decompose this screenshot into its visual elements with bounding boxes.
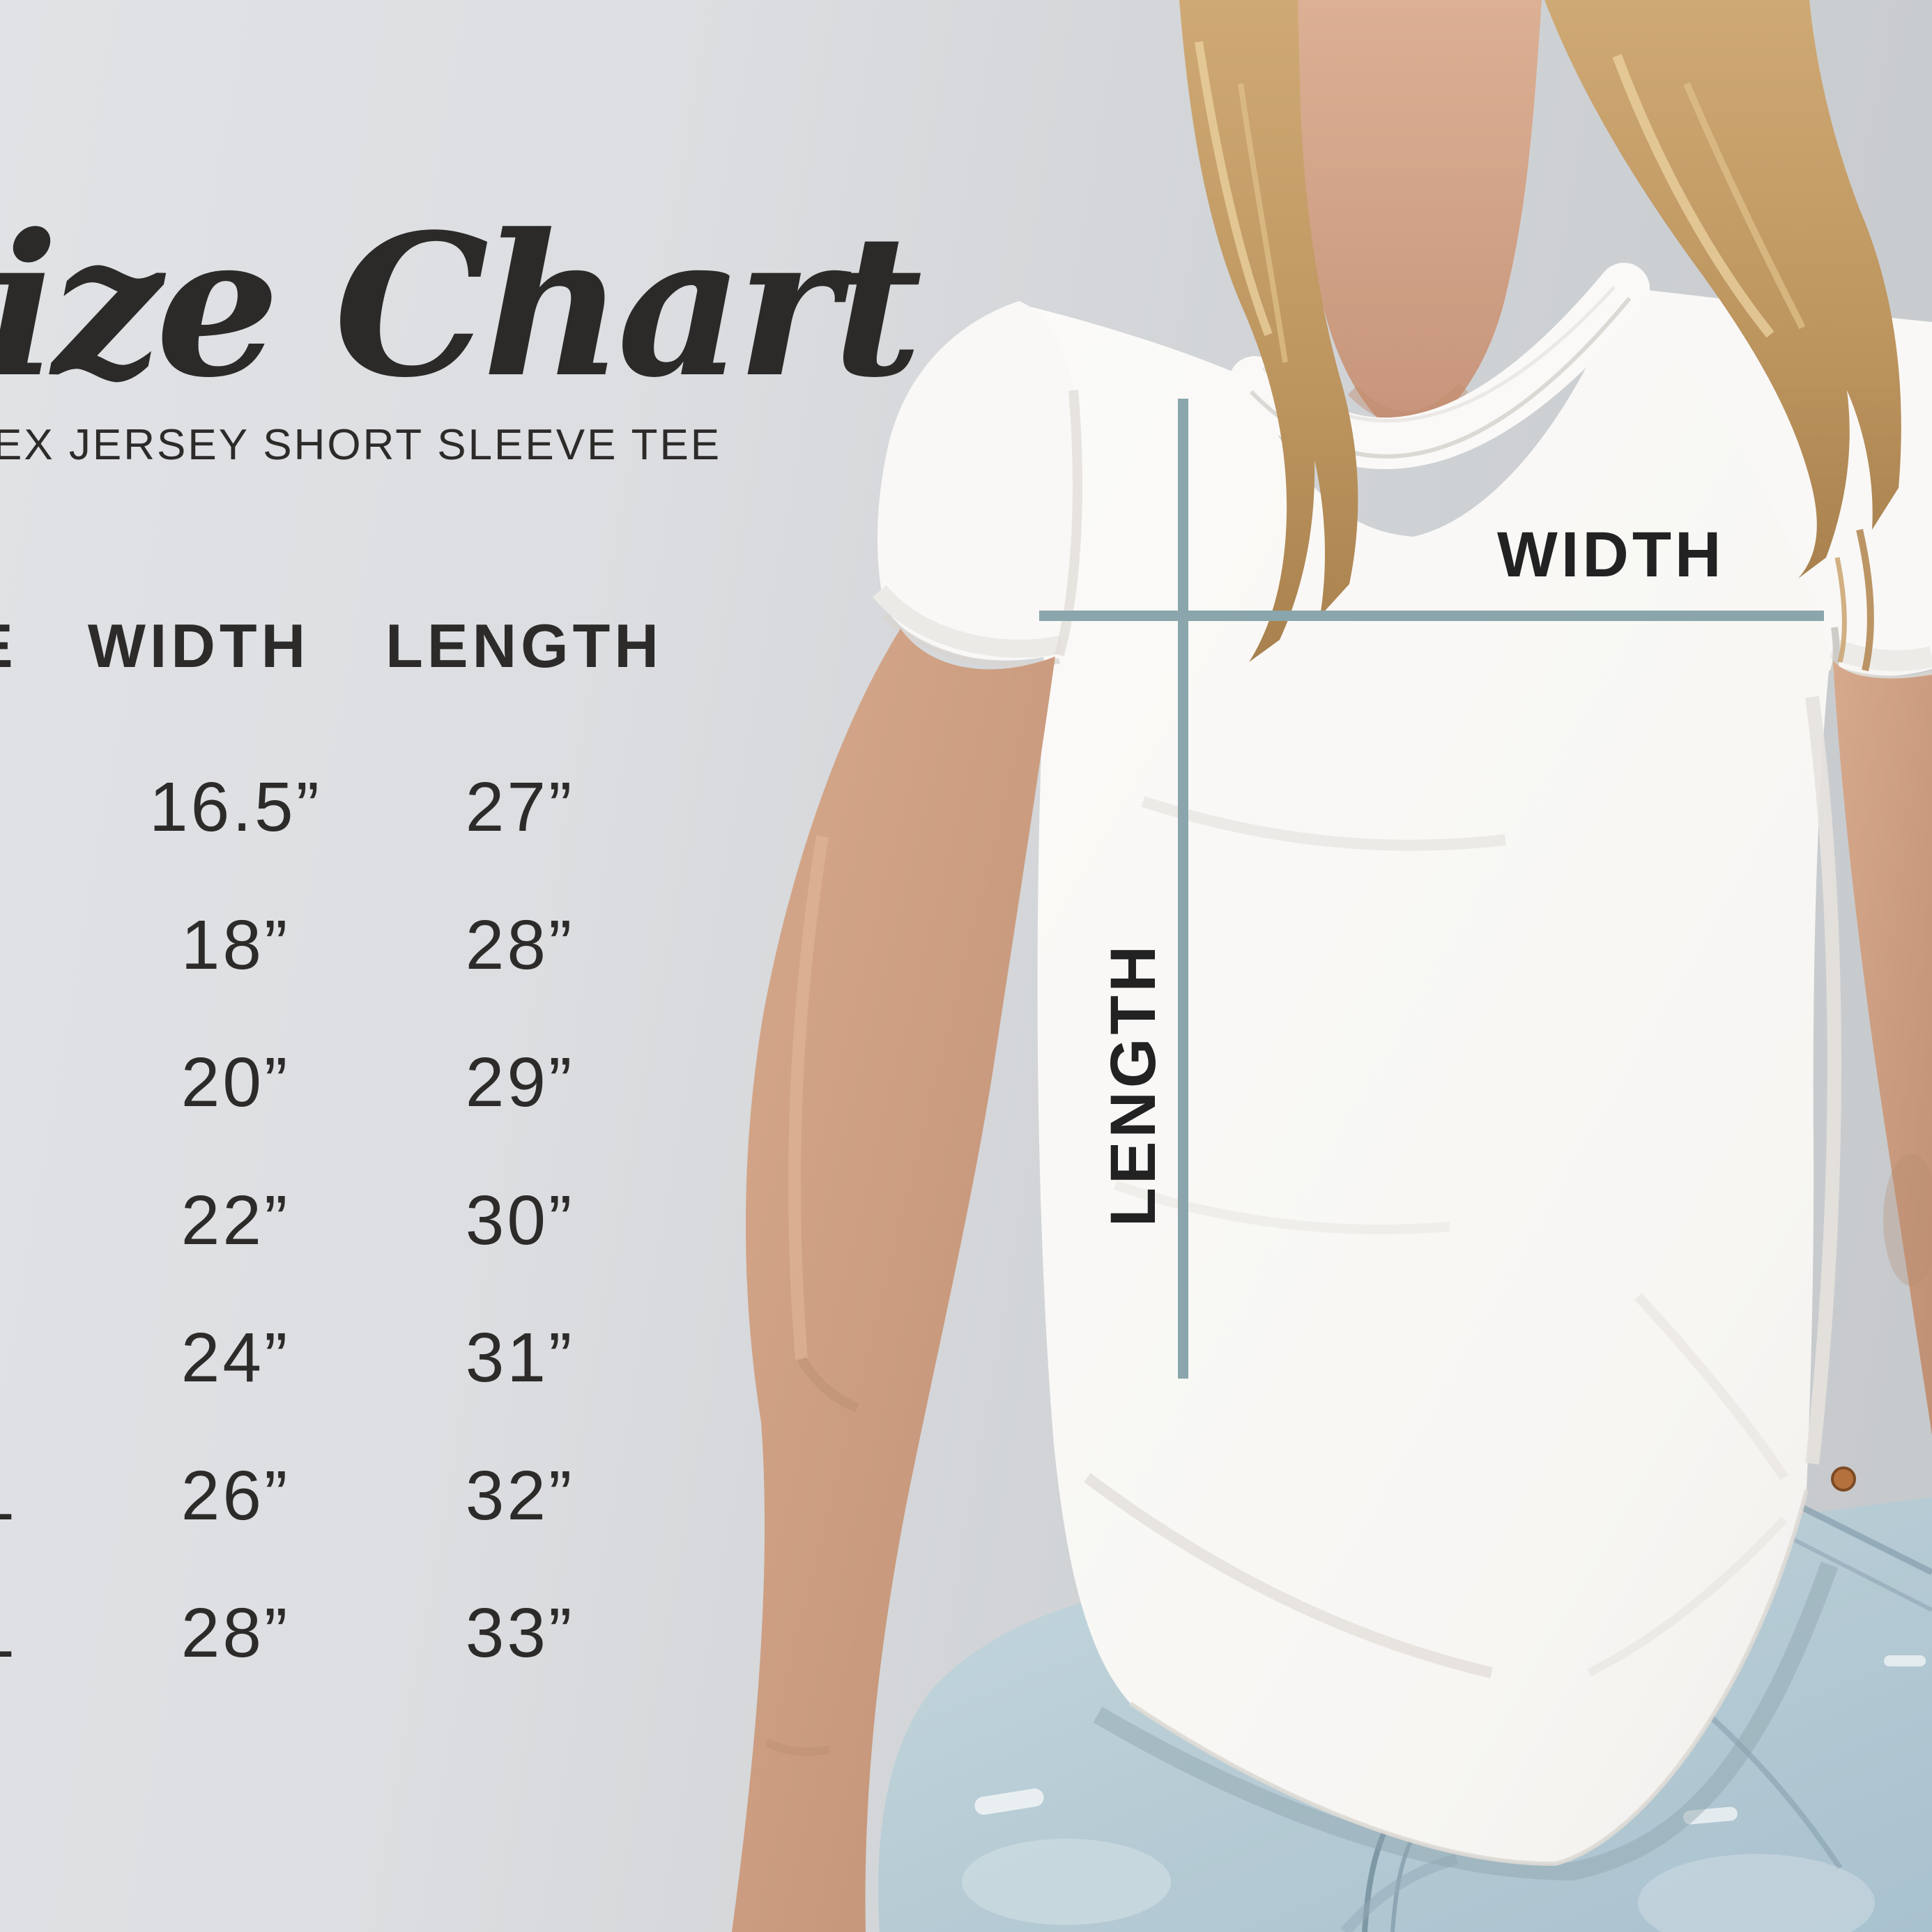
table-cell-width: 20” — [181, 1043, 291, 1121]
page-title: ize Chart — [0, 192, 923, 421]
width-measure-line — [1039, 611, 1824, 621]
hair — [1179, 0, 1901, 672]
table-cell-length: 28” — [465, 906, 575, 984]
table-cell-width: 18” — [181, 906, 291, 984]
tshirt-torso — [1019, 287, 1932, 1864]
table-cell-length: 30” — [465, 1181, 575, 1259]
width-measure-label: WIDTH — [1497, 519, 1725, 590]
column-header-length: LENGTH — [385, 611, 663, 680]
jeans-rivet — [1831, 1466, 1856, 1492]
table-cell-size-cropped: L — [0, 1461, 17, 1531]
table-cell-width: 16.5” — [149, 768, 322, 846]
left-cuff-roll — [872, 585, 1065, 658]
table-cell-width: 22” — [181, 1181, 291, 1259]
hair-right — [1544, 0, 1901, 578]
hair-wisp — [1856, 528, 1874, 672]
jeans-distress-mark — [974, 1788, 1044, 1815]
left-arm — [732, 629, 1055, 1932]
table-cell-width: 26” — [181, 1457, 291, 1535]
hem-shadow — [1093, 1561, 1839, 1881]
tshirt-hem-edge — [1129, 1489, 1809, 1866]
table-cell-length: 31” — [465, 1319, 575, 1397]
table-cell-length: 32” — [465, 1457, 575, 1535]
column-header-width: WIDTH — [87, 611, 310, 680]
table-cell-width: 28” — [181, 1594, 291, 1672]
tshirt — [1019, 287, 1932, 1866]
length-measure-label: LENGTH — [1098, 942, 1169, 1227]
page-subtitle: EX JERSEY SHORT SLEEVE TEE — [0, 421, 722, 469]
column-header-size: E — [0, 615, 17, 677]
tshirt-crease — [1141, 796, 1506, 851]
right-cuff-roll — [1829, 638, 1932, 671]
right-arm — [1833, 661, 1932, 1436]
table-cell-width: 24” — [181, 1319, 291, 1397]
jeans-waistband-seam — [1782, 1495, 1932, 1576]
table-cell-length: 27” — [465, 768, 575, 846]
length-measure-line — [1178, 399, 1188, 1379]
table-cell-length: 29” — [465, 1043, 575, 1121]
table-cell-size-cropped: L — [0, 1598, 17, 1668]
table-cell-length: 33” — [465, 1594, 575, 1672]
